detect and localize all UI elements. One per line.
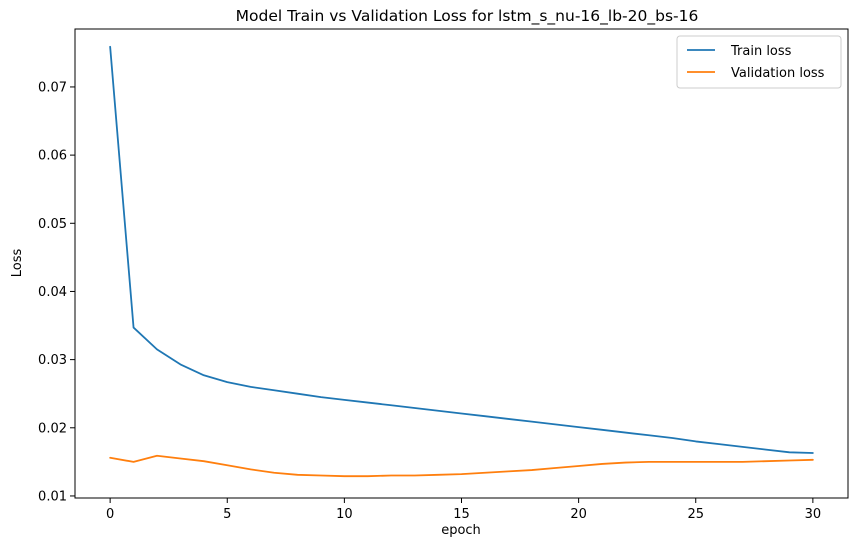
legend-label-train: Train loss xyxy=(730,44,792,59)
series-layer xyxy=(109,45,814,478)
x-tick-label: 20 xyxy=(570,507,587,522)
x-tick-label: 25 xyxy=(687,507,704,522)
x-tick-label: 30 xyxy=(805,507,822,522)
x-axis-label: epoch xyxy=(441,523,481,538)
legend-label-validation: Validation loss xyxy=(731,66,825,81)
x-axis: 0 5 10 15 20 25 30 xyxy=(106,498,821,522)
legend-box xyxy=(676,35,842,89)
y-tick-label: 0.07 xyxy=(38,80,67,95)
y-axis: 0.01 0.02 0.03 0.04 0.05 0.06 0.07 xyxy=(38,80,75,504)
y-axis-label: Loss xyxy=(10,249,25,278)
validation-loss-line xyxy=(109,454,814,478)
y-tick-label: 0.03 xyxy=(38,353,67,368)
chart-title: Model Train vs Validation Loss for lstm_… xyxy=(236,7,699,26)
x-tick-label: 0 xyxy=(106,507,114,522)
x-tick-label: 15 xyxy=(453,507,470,522)
y-tick-label: 0.01 xyxy=(38,489,67,504)
x-tick-label: 10 xyxy=(336,507,353,522)
y-tick-label: 0.06 xyxy=(38,149,67,164)
legend: Train loss Validation loss xyxy=(676,35,842,89)
y-tick-label: 0.05 xyxy=(38,217,67,232)
x-tick-label: 5 xyxy=(223,507,231,522)
plot-area xyxy=(74,28,849,499)
train-loss-line xyxy=(109,45,814,454)
y-tick-label: 0.04 xyxy=(38,285,67,300)
y-tick-label: 0.02 xyxy=(38,421,67,436)
axes-frame xyxy=(74,28,849,499)
